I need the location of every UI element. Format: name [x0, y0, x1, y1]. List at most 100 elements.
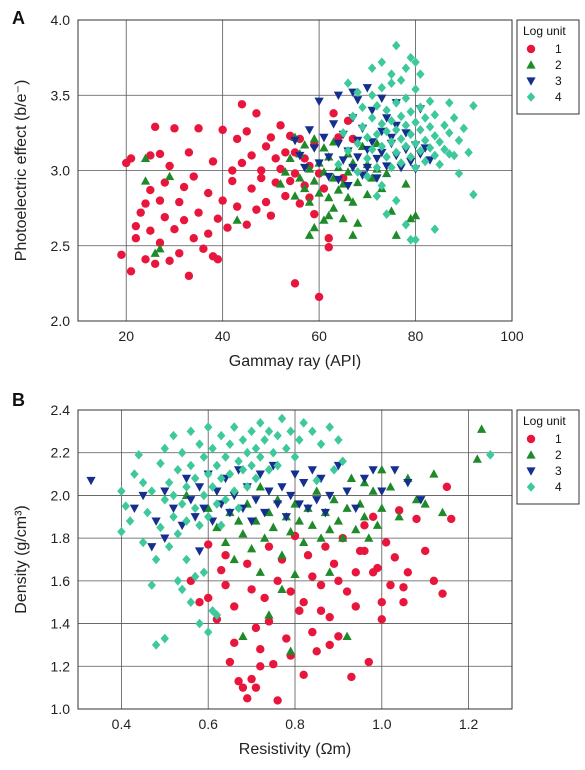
panel-a-data-point — [401, 120, 411, 131]
panel-a-data-point — [175, 197, 184, 207]
panel-b-data-point — [247, 426, 256, 437]
panel-b-data-point — [208, 482, 217, 492]
panel-b-data-point — [256, 645, 265, 654]
panel-a-data-point — [425, 156, 435, 165]
panel-a-data-point — [430, 150, 440, 161]
panel-b-data-point — [186, 426, 196, 437]
panel-b-data-point — [208, 605, 217, 616]
panel-a-data-point — [281, 191, 290, 201]
panel-a-data-point — [387, 116, 396, 126]
panel-b-data-point — [264, 610, 274, 619]
panel-b-data-point — [138, 491, 148, 501]
panel-b-data-point — [151, 517, 161, 526]
panel-a-data-point — [184, 271, 194, 281]
panel-b-data-point — [312, 475, 321, 486]
panel-a-data-point — [416, 102, 425, 113]
panel-a-data-point — [247, 151, 256, 160]
panel-b-data-point — [377, 503, 387, 512]
panel-a-data-point — [387, 69, 396, 79]
panel-a-data-point — [338, 156, 348, 165]
panel-a-data-point — [411, 162, 420, 173]
panel-a-data-point — [314, 188, 324, 197]
panel-a-data-point — [469, 100, 478, 111]
panel-b-x-tick-label: 0.4 — [112, 716, 132, 732]
panel-a-data-point — [367, 63, 377, 73]
panel-b-data-point — [308, 627, 317, 637]
panel-a-data-point — [271, 154, 280, 163]
panel-a-data-point — [275, 179, 286, 188]
panel-a-data-point — [411, 57, 420, 67]
panel-a-data-point — [377, 94, 387, 104]
panel-a-data-point — [194, 208, 203, 217]
panel-a-data-point — [199, 244, 208, 253]
panel-b-data-point — [255, 482, 265, 491]
panel-a-data-point — [329, 109, 338, 118]
panel-a-data-point — [319, 143, 329, 152]
panel-a-data-point — [223, 223, 232, 232]
panel-a-data-point — [333, 185, 343, 194]
panel-a-data-point — [175, 249, 184, 258]
panel-b-data-point — [255, 470, 265, 479]
panel-b-data-point — [147, 580, 156, 590]
panel-b-data-point — [229, 554, 239, 564]
panel-b-data-point — [225, 657, 235, 667]
panel-b-data-point — [368, 512, 378, 521]
panel-b-data-point — [286, 426, 295, 437]
panel-b-data-point — [299, 537, 309, 547]
panel-b-data-point — [195, 439, 204, 449]
panel-b-data-point — [390, 466, 400, 475]
panel-b-data-point — [199, 567, 209, 578]
panel-b-data-point — [312, 647, 321, 656]
panel-b-legend-items: 1 2 3 4 — [526, 432, 562, 494]
panel-a-data-point — [328, 120, 339, 129]
panel-a-data-point — [387, 78, 396, 89]
panel-b-data-point — [199, 452, 209, 462]
panel-b-data-point — [86, 476, 96, 486]
panel-b-data-point — [203, 503, 213, 512]
panel-a-data-point — [290, 279, 300, 288]
panel-a-data-point — [334, 159, 343, 170]
panel-a-data-point — [266, 211, 276, 220]
panel-b-data-point — [230, 602, 239, 611]
panel-b-data-point — [277, 483, 287, 492]
panel-b-data-point — [377, 598, 386, 607]
panel-a-data-point — [377, 82, 386, 93]
panel-a-data-point — [237, 100, 247, 109]
panel-b-data-point — [251, 443, 261, 454]
panel-b-data-point — [447, 514, 456, 524]
panel-b-y-tick-label: 1.0 — [51, 701, 71, 717]
panel-a-data-point — [392, 97, 401, 108]
panel-b-data-point — [399, 583, 408, 592]
panel-b-data-point — [290, 569, 300, 579]
panel-b-data-point — [368, 568, 378, 577]
panel-b-data-point — [125, 516, 135, 526]
panel-b-data-point — [346, 473, 357, 482]
panel-b-data-point — [169, 490, 178, 501]
panel-b-data-point — [190, 513, 200, 522]
panel-b-data-point — [321, 542, 330, 551]
panel-b-data-point — [403, 479, 413, 488]
panel-b-data-point — [325, 524, 335, 534]
panel-b-data-point — [243, 482, 252, 492]
panel-b-data-point — [281, 513, 291, 522]
panel-a-y-tick-label: 4.0 — [51, 12, 71, 28]
panel-b-x-tick-label: 1.2 — [459, 716, 479, 732]
panel-b-data-point — [160, 534, 170, 543]
panel-a-y-tick-labels: 2.0 2.5 3.0 3.5 4.0 — [51, 12, 71, 329]
panel-b-data-point — [204, 540, 213, 549]
panel-a-data-point — [338, 213, 348, 223]
panel-a-data-point — [126, 154, 136, 163]
panel-a-data-point — [290, 136, 300, 146]
panel-a-data-point — [309, 176, 319, 185]
panel-a-y-tick-label: 2.0 — [51, 313, 71, 329]
panel-b-data-point — [372, 520, 383, 529]
panel-a-data-point — [140, 176, 151, 185]
panel-a-data-point — [454, 168, 464, 179]
panel-b-y-tick-label: 1.6 — [51, 573, 71, 589]
panel-a-data-point — [416, 125, 425, 135]
panel-b-data-point — [342, 631, 352, 640]
panel-a-data-point — [362, 84, 372, 93]
panel-a-data-point — [194, 124, 203, 133]
panel-b-data-point — [212, 487, 222, 496]
panel-a-data-point — [140, 153, 151, 163]
